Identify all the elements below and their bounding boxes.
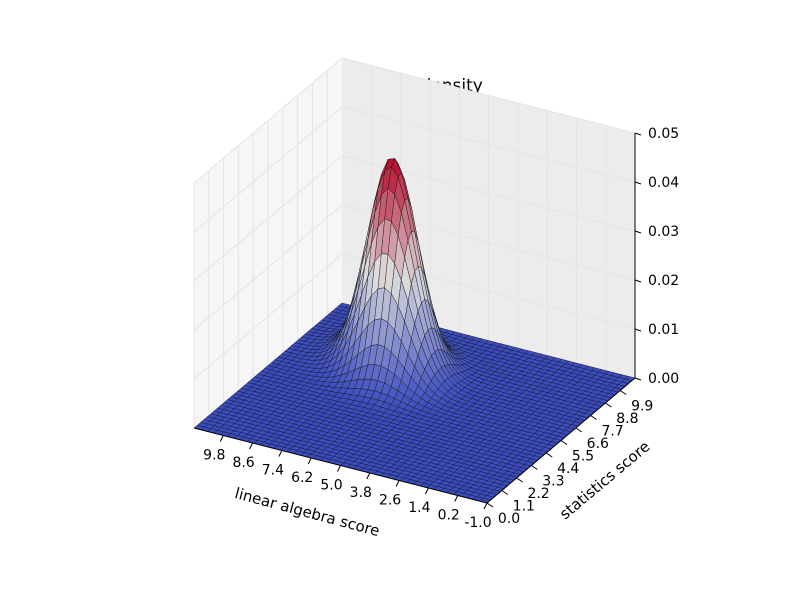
- x-tick-mark: [219, 435, 224, 442]
- surface-mesh: [193, 157, 636, 504]
- y-tick-mark: [531, 465, 538, 470]
- x-tick-mark: [307, 457, 312, 465]
- x-tick-mark: [483, 502, 488, 510]
- z-tick-label: 0.05: [648, 126, 679, 142]
- y-tick-mark: [560, 440, 568, 445]
- x-tick-label: 5.0: [320, 478, 342, 494]
- tick-labels: 9.8 8.6 7.4 6.2 5.0 3.8 2.6 1.4 0.2 -1.0 0.01.12.2…: [203, 126, 679, 531]
- x-tick-label: 1.4: [408, 500, 430, 516]
- x-tick-mark: [278, 450, 283, 457]
- z-tick-mark: [634, 328, 642, 332]
- z-tick-mark: [634, 181, 642, 185]
- y-tick-label: 7.7: [601, 424, 623, 440]
- y-tick-label: 0.0: [498, 511, 520, 527]
- z-tick-mark: [634, 230, 642, 234]
- x-tick-mark: [249, 442, 254, 450]
- y-tick-mark: [605, 402, 612, 408]
- z-grid-line: [193, 57, 343, 184]
- y-tick-label: 5.5: [572, 449, 594, 465]
- x-tick-label: 0.2: [438, 508, 460, 524]
- x-tick-label: -1.0: [464, 515, 491, 531]
- y-tick-label: 2.2: [527, 486, 549, 502]
- x-tick-mark: [454, 495, 459, 502]
- y-tick-label: 3.3: [542, 474, 564, 490]
- z-grid-line: [193, 106, 343, 233]
- z-grid-line: [341, 57, 636, 134]
- y-tick-label: 1.1: [513, 499, 535, 515]
- y-tick-mark: [516, 477, 523, 483]
- x-tick-label: 7.4: [262, 463, 284, 479]
- y-tick-mark: [501, 490, 509, 495]
- x-tick-mark: [337, 465, 341, 472]
- y-tick-label: 9.9: [631, 399, 653, 415]
- y-tick-label: 8.8: [616, 411, 638, 427]
- y-tick-mark: [619, 390, 627, 395]
- y-tick-mark: [590, 415, 597, 420]
- y-tick-mark: [575, 427, 583, 433]
- z-tick-label: 0.01: [648, 322, 679, 338]
- z-tick-label: 0.04: [648, 175, 679, 191]
- z-grid-line: [193, 253, 343, 380]
- x-tick-label: 8.6: [232, 455, 254, 471]
- x-tick-mark: [424, 487, 429, 495]
- z-tick-mark: [634, 377, 642, 381]
- z-tick-label: 0.03: [648, 224, 679, 240]
- axis-lines: [193, 132, 642, 510]
- y-tick-mark: [545, 452, 553, 458]
- z-grid-line: [193, 155, 343, 282]
- z-grid-line: [193, 204, 343, 331]
- x-tick-mark: [395, 480, 400, 487]
- z-tick-mark: [634, 279, 642, 283]
- x-tick-mark: [366, 472, 371, 480]
- z-grid-line: [341, 106, 636, 183]
- y-tick-label: 4.4: [557, 461, 579, 477]
- z-tick-mark: [634, 132, 642, 136]
- x-tick-label: 2.6: [379, 493, 401, 509]
- y-tick-mark: [486, 502, 494, 508]
- y-tick-label: 6.6: [587, 436, 609, 452]
- x-tick-label: 3.8: [350, 485, 372, 501]
- x-tick-label: 6.2: [291, 470, 313, 486]
- z-tick-label: 0.02: [648, 273, 679, 289]
- x-tick-label: 9.8: [203, 448, 225, 464]
- z-tick-label: 0.00: [648, 371, 679, 387]
